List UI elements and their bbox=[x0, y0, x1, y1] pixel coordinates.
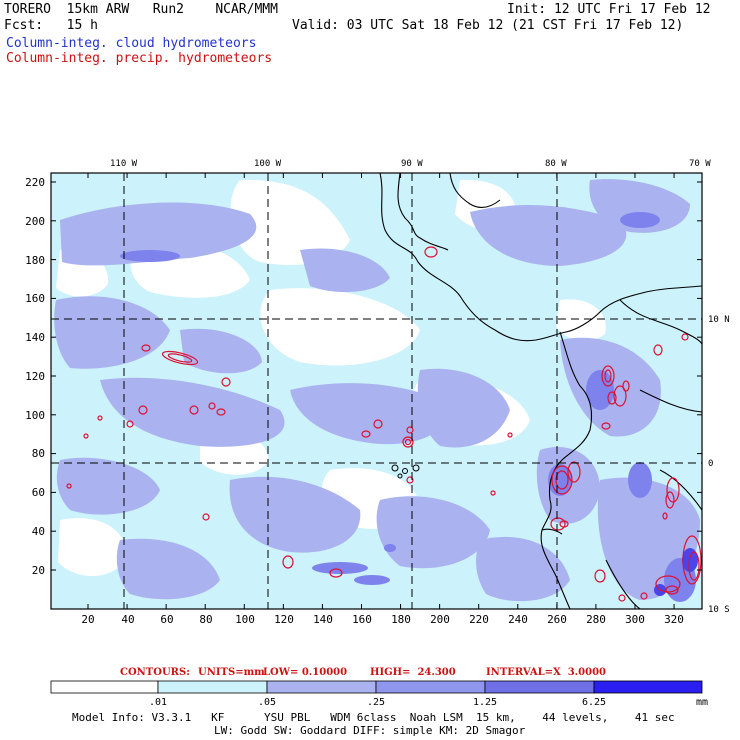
colorbar-segment bbox=[593, 680, 703, 694]
x-tick-label: 300 bbox=[625, 613, 645, 626]
colorbar-label: 6.25 bbox=[582, 697, 606, 708]
contour-high: HIGH= 24.300 bbox=[370, 667, 456, 678]
y-tick-label: 220 bbox=[25, 176, 45, 189]
axis-ticks bbox=[51, 173, 702, 609]
x-tick-label: 140 bbox=[313, 613, 333, 626]
colorbar bbox=[50, 680, 703, 694]
lat-label: 10 S bbox=[708, 605, 730, 615]
colorbar-label: .01 bbox=[149, 697, 167, 708]
y-tick-label: 160 bbox=[25, 292, 45, 305]
x-tick-label: 260 bbox=[547, 613, 567, 626]
colorbar-units: mm bbox=[696, 697, 708, 708]
lon-label: 110 W bbox=[110, 159, 138, 169]
colorbar-label: .25 bbox=[367, 697, 385, 708]
latlon-grid bbox=[51, 173, 702, 609]
model-info-line1: Model Info: V3.3.1 KF YSU PBL WDM 6class… bbox=[72, 711, 675, 724]
shaded-field bbox=[51, 173, 702, 609]
colorbar-segment bbox=[266, 680, 377, 694]
plot-frame bbox=[50, 172, 703, 610]
contour-label: CONTOURS: bbox=[120, 667, 190, 678]
x-tick-label: 180 bbox=[391, 613, 411, 626]
y-tick-label: 100 bbox=[25, 409, 45, 422]
galapagos-islands bbox=[391, 464, 420, 479]
x-tick-labels: 20 40 60 80 100 120 140 160 180 200 220 … bbox=[81, 613, 684, 626]
field-label-cloud: Column-integ. cloud hydrometeors bbox=[6, 36, 257, 51]
x-tick-label: 160 bbox=[352, 613, 372, 626]
lon-labels: 110 W 100 W 90 W 80 W 70 W bbox=[110, 159, 711, 169]
contour-interval: INTERVAL=X 3.0000 bbox=[486, 667, 606, 678]
y-tick-label: 40 bbox=[32, 525, 45, 538]
y-tick-label: 180 bbox=[25, 254, 45, 267]
colorbar-label: .05 bbox=[258, 697, 276, 708]
y-tick-label: 20 bbox=[32, 564, 45, 577]
y-tick-label: 120 bbox=[25, 370, 45, 383]
x-tick-label: 80 bbox=[199, 613, 212, 626]
y-tick-label: 200 bbox=[25, 215, 45, 228]
field-label-precip: Column-integ. precip. hydrometeors bbox=[6, 51, 273, 66]
lon-label: 100 W bbox=[254, 159, 282, 169]
header-run-info: TORERO 15km ARW Run2 NCAR/MMM bbox=[4, 2, 278, 17]
y-tick-labels: 220 200 180 160 140 120 100 80 60 40 20 bbox=[25, 176, 45, 577]
x-tick-label: 240 bbox=[508, 613, 528, 626]
y-tick-label: 80 bbox=[32, 447, 45, 460]
colorbar-labels: .01 .05 .25 1.25 6.25 mm bbox=[149, 697, 708, 708]
y-tick-label: 140 bbox=[25, 331, 45, 344]
colorbar-segment bbox=[375, 680, 486, 694]
header-init-time: Init: 12 UTC Fri 17 Feb 12 bbox=[507, 2, 711, 17]
header-valid-time: Valid: 03 UTC Sat 18 Feb 12 (21 CST Fri … bbox=[292, 18, 684, 33]
coastlines bbox=[379, 173, 702, 609]
header-forecast-hour: Fcst: 15 h bbox=[4, 18, 98, 33]
colorbar-segment bbox=[50, 680, 159, 694]
precip-contours bbox=[66, 246, 702, 602]
lat-label: 0 bbox=[708, 459, 713, 469]
lat-label: 10 N bbox=[708, 315, 730, 325]
x-tick-label: 20 bbox=[81, 613, 94, 626]
colorbar-segment bbox=[157, 680, 268, 694]
model-info-line2: LW: Godd SW: Goddard DIFF: simple KM: 2D… bbox=[214, 724, 526, 737]
x-tick-label: 280 bbox=[586, 613, 606, 626]
lon-label: 90 W bbox=[401, 159, 423, 169]
x-tick-label: 40 bbox=[121, 613, 134, 626]
colorbar-label: 1.25 bbox=[473, 697, 497, 708]
lon-label: 80 W bbox=[545, 159, 567, 169]
x-tick-label: 120 bbox=[274, 613, 294, 626]
x-tick-label: 200 bbox=[430, 613, 450, 626]
y-tick-label: 60 bbox=[32, 486, 45, 499]
contour-units: UNITS=mm bbox=[198, 667, 265, 678]
lat-labels: 10 N 0 10 S bbox=[708, 315, 730, 615]
lon-label: 70 W bbox=[689, 159, 711, 169]
x-tick-label: 100 bbox=[235, 613, 255, 626]
x-tick-label: 320 bbox=[664, 613, 684, 626]
x-tick-label: 60 bbox=[160, 613, 173, 626]
contour-low: LOW= 0.10000 bbox=[263, 667, 348, 678]
x-tick-label: 220 bbox=[469, 613, 489, 626]
colorbar-segment bbox=[484, 680, 595, 694]
